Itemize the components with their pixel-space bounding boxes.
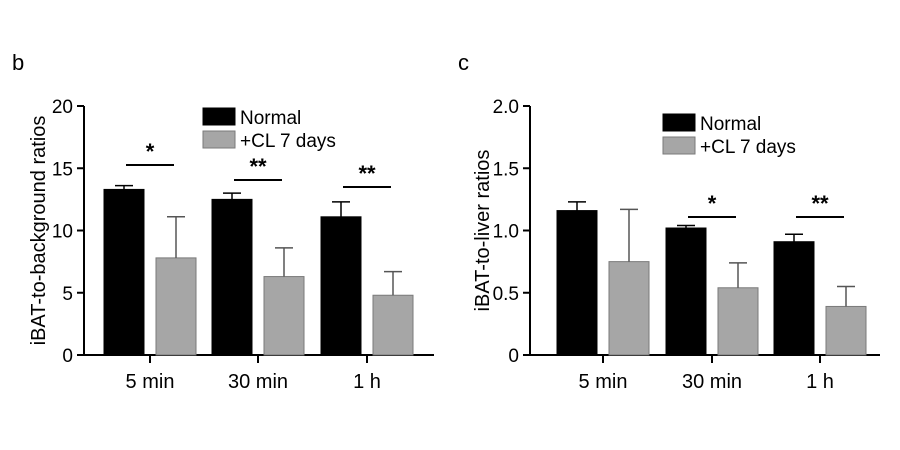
significance-marker: ** [249, 154, 267, 179]
legend-swatch-normal [662, 113, 696, 132]
y-tick-label: 20 [52, 97, 73, 118]
y-axis-title: iBAT-to-background ratios [28, 116, 50, 346]
bar-cl-7-days [263, 276, 305, 356]
y-tick-label: 0 [62, 346, 73, 367]
y-axis-title: iBAT-to-liver ratios [472, 150, 494, 312]
significance-marker: * [146, 139, 155, 164]
significance-marker: * [708, 191, 717, 216]
x-tick-label: 1 h [806, 371, 834, 393]
bar-cl-7-days [372, 294, 414, 356]
y-tick-label: 0 [508, 346, 519, 367]
x-tick-label: 5 min [579, 371, 628, 393]
bar-normal [103, 188, 145, 356]
bar-cl-7-days [155, 257, 197, 356]
y-tick-label: 5 [62, 284, 73, 305]
legend-label-normal: Normal [240, 108, 301, 129]
x-tick-label: 5 min [126, 371, 175, 393]
legend-label-normal: Normal [700, 114, 761, 135]
significance-marker: ** [358, 161, 376, 186]
legend-label-cl-7-days: +CL 7 days [700, 137, 796, 158]
bar-normal [665, 227, 707, 356]
x-tick-label: 1 h [353, 371, 381, 393]
y-tick-label: 10 [52, 222, 73, 243]
bar-cl-7-days [825, 305, 867, 356]
bar-cl-7-days [717, 287, 759, 356]
significance-marker: ** [811, 191, 829, 216]
legend-swatch-normal [202, 107, 236, 126]
legend-swatch-cl-7-days [662, 136, 696, 155]
y-tick-label: 15 [52, 159, 73, 180]
y-tick-label: 0.5 [493, 284, 519, 305]
panel-label: c [458, 50, 469, 75]
bar-cl-7-days [608, 261, 650, 356]
y-tick-label: 1.5 [493, 159, 519, 180]
y-tick-label: 2.0 [493, 97, 519, 118]
legend-label-cl-7-days: +CL 7 days [240, 131, 336, 152]
x-tick-label: 30 min [682, 371, 742, 393]
y-tick-label: 1.0 [493, 222, 519, 243]
legend-swatch-cl-7-days [202, 130, 236, 149]
panel-label: b [12, 50, 24, 75]
bar-normal [211, 198, 253, 356]
bar-normal [556, 210, 598, 356]
bar-normal [320, 216, 362, 356]
bar-normal [773, 241, 815, 356]
x-tick-label: 30 min [228, 371, 288, 393]
